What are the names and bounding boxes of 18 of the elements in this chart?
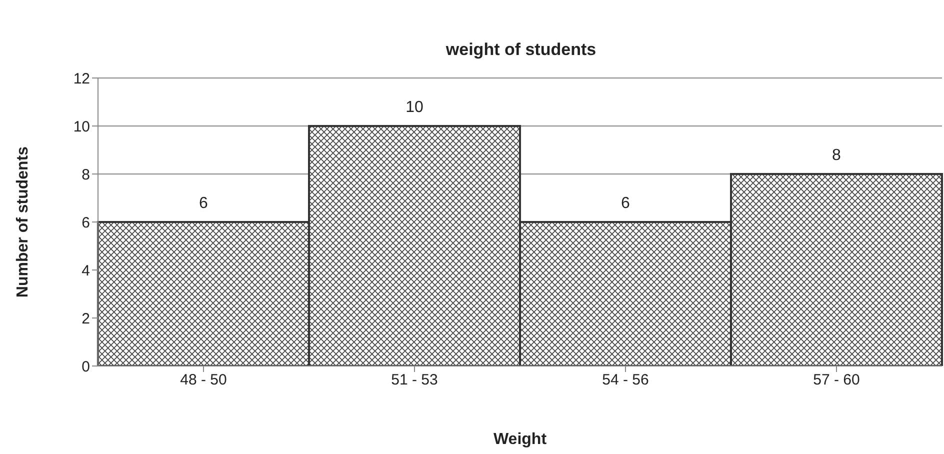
x-axis-title: Weight <box>493 431 548 448</box>
data-label: 10 <box>406 99 424 116</box>
x-tick-label: 48 - 50 <box>180 372 227 389</box>
y-axis-title: Number of students <box>14 146 32 298</box>
chart-title: weight of students <box>444 40 598 60</box>
data-label: 8 <box>832 147 842 164</box>
x-tick-label: 54 - 56 <box>602 372 649 389</box>
y-tick-label: 8 <box>82 166 90 184</box>
x-tick-label: 57 - 60 <box>813 372 860 389</box>
y-tick-label: 12 <box>73 70 90 88</box>
y-tick-label: 2 <box>82 310 90 328</box>
x-tick-label: 51 - 53 <box>391 372 438 389</box>
data-label: 6 <box>621 195 630 212</box>
y-tick-label: 4 <box>82 262 90 280</box>
y-tick-label: 6 <box>82 214 90 232</box>
y-tick-label: 10 <box>73 118 90 136</box>
y-tick-label: 0 <box>82 358 90 376</box>
data-label: 6 <box>199 195 208 212</box>
